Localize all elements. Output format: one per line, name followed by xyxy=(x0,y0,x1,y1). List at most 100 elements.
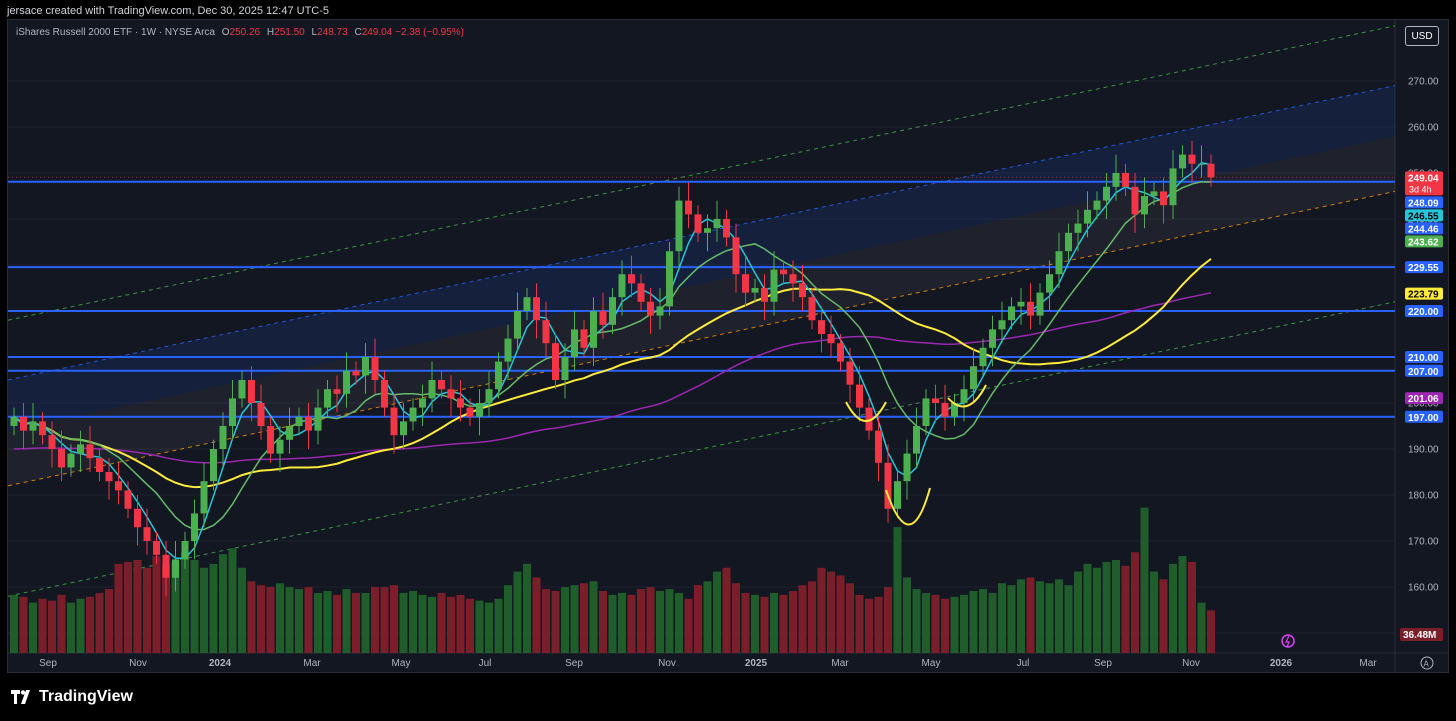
volume-bar xyxy=(171,561,180,653)
candle-body xyxy=(219,426,227,449)
price-tick-label: 190.00 xyxy=(1408,445,1439,456)
candle-body xyxy=(780,269,787,275)
candle-body xyxy=(865,407,873,431)
candle-body xyxy=(409,407,417,422)
volume-bar xyxy=(1188,561,1196,653)
volume-bar xyxy=(969,591,978,653)
price-badge xyxy=(1405,209,1443,222)
price-badge xyxy=(1405,235,1443,248)
candle-body xyxy=(761,288,768,302)
volume-bar xyxy=(162,563,170,653)
volume-bar xyxy=(950,596,959,653)
candle-body xyxy=(628,274,635,284)
candle-body xyxy=(856,384,863,408)
candle-body xyxy=(238,380,246,399)
cup-marker-right xyxy=(947,384,987,408)
candle-body xyxy=(229,398,236,426)
volume-bar xyxy=(608,594,617,653)
candle-body xyxy=(542,320,550,344)
candle-body xyxy=(514,311,521,339)
volume-bar xyxy=(893,527,902,653)
candle-body xyxy=(172,559,179,578)
lightning-icon[interactable] xyxy=(1281,634,1295,648)
candle-body xyxy=(685,200,692,215)
cup-marker-left xyxy=(845,401,887,422)
high-label: H xyxy=(266,27,275,38)
candle-body xyxy=(694,214,702,233)
tradingview-logo-icon xyxy=(11,690,30,704)
candle-body xyxy=(818,320,825,334)
candle-body xyxy=(1084,209,1091,224)
volume-bar xyxy=(1045,583,1054,653)
volume-bar xyxy=(342,589,351,653)
volume-bar xyxy=(1112,560,1120,653)
candle-body xyxy=(504,338,512,362)
price-tick-label: 180.00 xyxy=(1408,491,1439,502)
candle-body xyxy=(1017,301,1025,307)
candle-body xyxy=(666,251,673,307)
chart-caption: jersace created with TradingView.com, De… xyxy=(7,5,330,17)
volume-bar xyxy=(694,585,702,653)
price-badge-label: 229.55 xyxy=(1408,263,1439,274)
symbol-name: iShares Russell 2000 ETF · 1W · NYSE Arc… xyxy=(16,27,215,38)
open-value: 250.26 xyxy=(229,27,261,38)
candle-body xyxy=(951,403,958,417)
time-tick-label: 2026 xyxy=(1270,658,1293,669)
volume-bar xyxy=(855,594,864,653)
high-value: 251.50 xyxy=(274,27,305,38)
volume-bar xyxy=(884,587,892,653)
candle-body xyxy=(1160,191,1167,206)
candle-body xyxy=(979,347,987,367)
candle-body xyxy=(723,219,730,238)
volume-bar xyxy=(390,585,398,653)
volume-bar xyxy=(209,563,218,653)
volume-bar xyxy=(589,581,598,653)
volume-bar xyxy=(741,592,750,653)
time-tick-label: Mar xyxy=(831,658,849,669)
volume-bar xyxy=(513,571,522,653)
candle-body xyxy=(419,398,426,408)
candle-body xyxy=(210,449,217,482)
volume-bar xyxy=(599,591,607,653)
price-badge-label: 249.04 xyxy=(1408,173,1439,184)
candle-body xyxy=(618,274,626,298)
candle-body xyxy=(932,398,939,403)
volume-bar xyxy=(922,592,930,653)
volume-bar xyxy=(865,598,873,653)
candle-body xyxy=(134,508,141,528)
price-badge xyxy=(1405,305,1443,317)
volume-bar xyxy=(960,594,968,653)
candle-body xyxy=(381,380,388,408)
candle-body xyxy=(732,237,740,275)
auto-scale-icon[interactable] xyxy=(1420,656,1434,670)
time-tick-label: Mar xyxy=(1359,658,1377,669)
candle-body xyxy=(162,554,170,578)
volume-bar xyxy=(247,581,256,653)
candle-body xyxy=(704,228,711,233)
candle-body xyxy=(580,329,588,348)
volume-bar xyxy=(580,583,588,653)
volume-bar xyxy=(409,591,417,653)
volume-bar xyxy=(437,592,446,653)
volume-bar xyxy=(979,589,987,653)
candle-body xyxy=(1188,154,1196,164)
candle-body xyxy=(989,329,996,348)
volume-bar xyxy=(10,594,18,653)
chart-panel[interactable]: 150.00160.00170.00180.00190.00200.00210.… xyxy=(7,19,1449,673)
chart-canvas[interactable]: 150.00160.00170.00180.00190.00200.00210.… xyxy=(8,20,1449,673)
horizontal-levels xyxy=(8,180,1395,418)
candle-body xyxy=(58,449,65,468)
volume-bar xyxy=(1197,602,1206,653)
volume-bar xyxy=(228,548,237,653)
low-label: L xyxy=(311,27,318,38)
candle-body xyxy=(1103,186,1110,201)
candle-body xyxy=(200,481,208,514)
currency-button[interactable]: USD xyxy=(1405,26,1439,46)
volume-bar xyxy=(779,594,788,653)
price-badge xyxy=(1405,351,1443,363)
candle-body xyxy=(799,283,806,298)
candle-body xyxy=(837,343,844,362)
volume-bar xyxy=(523,563,531,653)
candle-body xyxy=(476,403,483,417)
time-tick-label: Mar xyxy=(303,658,321,669)
